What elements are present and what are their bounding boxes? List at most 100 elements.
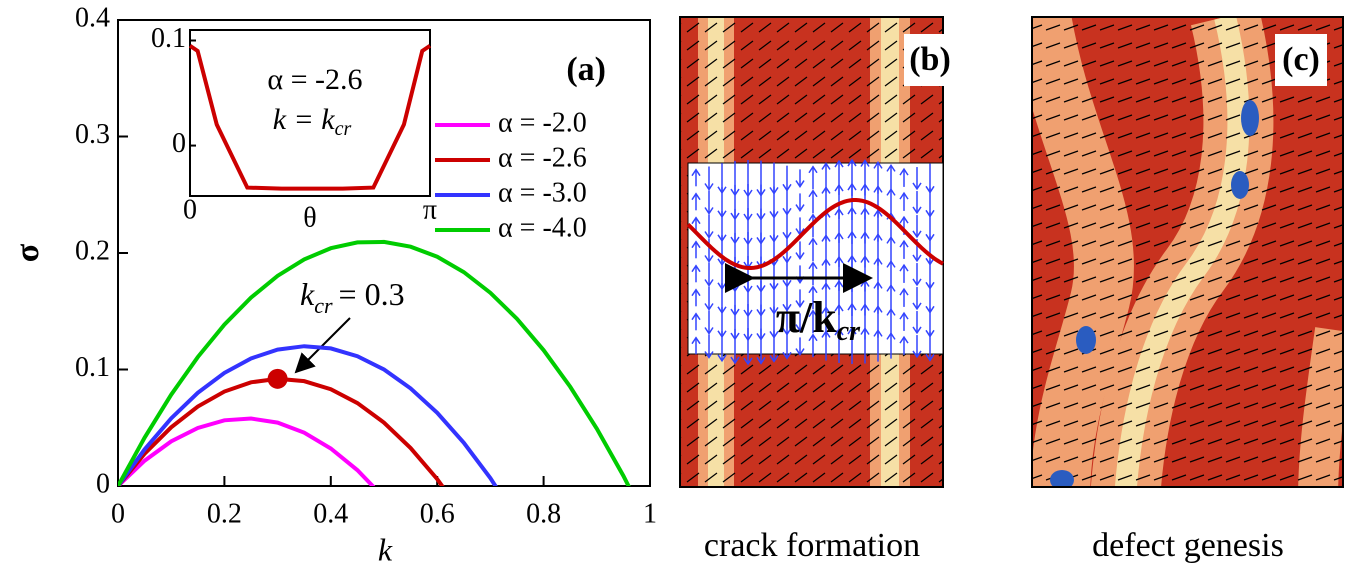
arrow-head <box>873 281 883 289</box>
arrow-head <box>808 165 818 174</box>
panel-label: (a) <box>566 51 606 88</box>
defect <box>1241 100 1259 136</box>
arrow-head <box>795 180 805 188</box>
arrow-head <box>912 230 922 239</box>
inset-x-tick-label: 0 <box>183 194 197 225</box>
arrow-head <box>912 278 922 287</box>
inset-x-label: θ <box>303 202 316 233</box>
arrow-head <box>834 303 844 312</box>
arrow-head <box>860 159 870 167</box>
y-axis-label: σ <box>9 243 46 262</box>
arrow-head <box>743 357 753 366</box>
arrow-head <box>691 264 701 273</box>
legend-label: α = -3.0 <box>498 177 587 208</box>
defect <box>1076 326 1096 354</box>
arrow-head <box>899 215 909 224</box>
arrow-head <box>691 288 701 297</box>
arrow-head <box>691 192 701 201</box>
series-line <box>118 376 445 486</box>
arrow-head <box>821 330 831 338</box>
arrow-head <box>873 233 883 241</box>
arrow-head <box>873 161 883 169</box>
arrow-head <box>834 327 844 336</box>
inset-k-sub: cr <box>335 118 352 140</box>
arrow-head <box>886 164 896 172</box>
arrow-head <box>704 255 714 263</box>
annotation-sub: cr <box>314 293 333 318</box>
arrow-head <box>847 230 857 239</box>
wavelength-text: π/k <box>776 293 837 342</box>
annotation: kcr = 0.3 <box>300 276 405 318</box>
inset: α = -2.6 k = kcr θ 0 π 0 0.1 <box>151 23 437 233</box>
inset-frame <box>189 29 431 197</box>
arrow-head <box>873 209 883 217</box>
x-tick-label: 0.6 <box>420 498 455 529</box>
y-tick-label: 0.4 <box>75 2 110 33</box>
director-field <box>1032 17 1343 487</box>
inset-k: k = kcr <box>273 103 352 140</box>
arrow-head <box>860 183 870 191</box>
arrow-head <box>808 189 818 198</box>
arrow-head <box>756 356 766 365</box>
arrow-head <box>834 255 844 264</box>
arrow-head <box>821 234 831 242</box>
arrow-head <box>691 312 701 321</box>
legend-label: α = -2.0 <box>498 107 587 138</box>
x-axis-label: k <box>378 531 393 567</box>
arrow-head <box>834 207 844 216</box>
arrow-head <box>704 231 714 239</box>
arrow-head <box>704 207 714 215</box>
panel-label: (c) <box>1282 41 1320 78</box>
arrow-head <box>769 355 779 363</box>
arrow-head <box>912 350 922 359</box>
wavelength-sub: cr <box>837 316 861 347</box>
arrow-head <box>886 332 896 340</box>
panel-frame <box>1031 16 1344 488</box>
arrow-head <box>704 327 714 335</box>
arrow-head <box>925 353 935 362</box>
arrow-head <box>912 182 922 191</box>
y-tick-label: 0.3 <box>75 119 110 150</box>
plot-lines <box>118 239 631 486</box>
arrow-head <box>808 309 818 318</box>
arrow-head <box>691 240 701 249</box>
arrow-head <box>847 326 857 335</box>
label-box <box>904 34 956 86</box>
inset-y-tick-label: 0 <box>172 128 186 159</box>
series-line <box>118 239 631 486</box>
x-tick-label: 0 <box>111 498 125 529</box>
arrow-head <box>899 335 909 344</box>
legend-label: α = -2.6 <box>498 142 587 173</box>
inset-alpha: α = -2.6 <box>267 63 362 96</box>
arrow-head <box>886 260 896 268</box>
marker <box>267 368 288 389</box>
arrow-head <box>899 239 909 248</box>
inset-k-text: k = k <box>273 103 336 136</box>
arrow-head <box>873 257 883 265</box>
annotation-text: k <box>300 276 315 312</box>
arrow-head <box>899 167 909 176</box>
x-tick-label: 1 <box>643 498 657 529</box>
arrow-head <box>691 216 701 225</box>
arrow-head <box>873 329 883 337</box>
arrow-head <box>821 186 831 194</box>
arrow-head <box>860 327 870 335</box>
arrow-head <box>795 324 805 332</box>
arrow-head <box>834 231 844 240</box>
defect <box>1050 470 1074 487</box>
annotation-arrow <box>294 317 351 374</box>
arrow-head <box>704 351 714 359</box>
arrow-head <box>847 302 857 311</box>
arrow-head <box>717 354 727 363</box>
arrow-head <box>886 284 896 292</box>
arrow-head <box>704 279 714 287</box>
arrow-head <box>847 158 857 167</box>
arrow-head <box>730 356 740 365</box>
panel-b: (b) π/kcr crack formation <box>679 16 956 564</box>
y-tick-label: 0 <box>96 468 110 499</box>
legend-label: α = -4.0 <box>498 212 587 243</box>
series-line <box>118 416 376 486</box>
arrow-head <box>860 255 870 263</box>
arrow-head <box>795 252 805 260</box>
